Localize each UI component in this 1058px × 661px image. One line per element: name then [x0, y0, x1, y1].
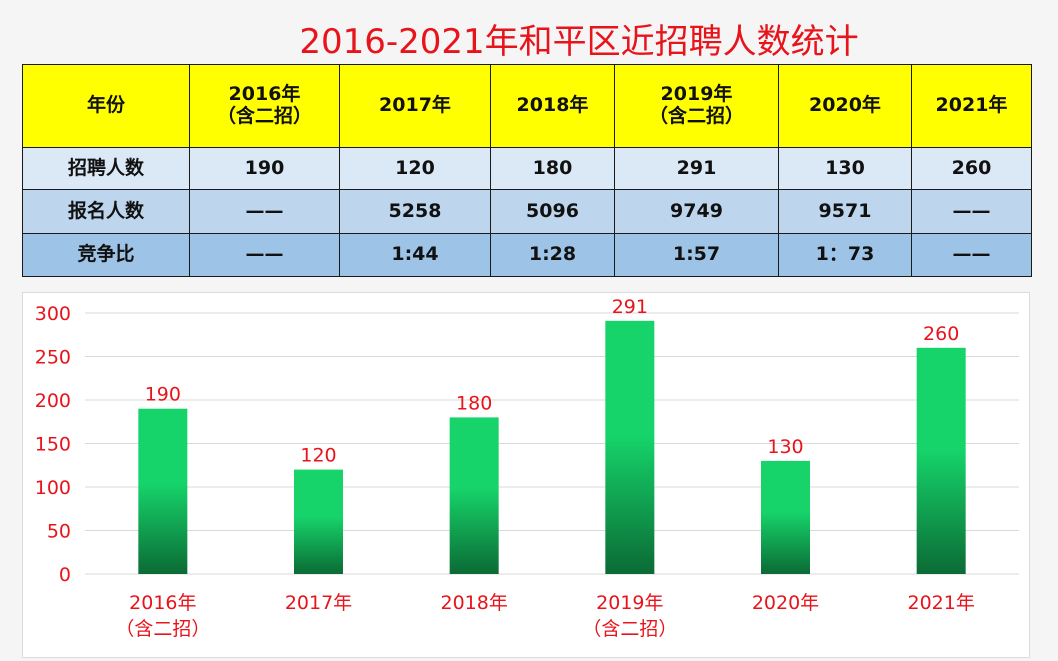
table-header-row: 年份 2016年 （含二招） 2017年 2018年 2019年 （含二招） 2020年 202… [22, 64, 1032, 148]
x-tick-label: 2020年 [752, 592, 819, 614]
cell-text: 1:57 [672, 243, 721, 266]
cell-text: 2017年 [379, 94, 451, 117]
cell-text: 5258 [388, 199, 442, 222]
table-cell: 2020年 [778, 64, 912, 148]
table-cell: 9571 [778, 189, 912, 234]
bar [761, 460, 810, 574]
table-cell: 5258 [339, 189, 491, 234]
table-cell: 2017年 [339, 64, 491, 148]
y-tick-label: 300 [35, 303, 71, 325]
table-cell: 260 [911, 147, 1032, 190]
cell-text: 130 [825, 156, 865, 179]
table-cell: 5096 [490, 189, 615, 234]
x-tick-label: 2019年 [596, 592, 663, 614]
row-label-cell: 年份 [22, 64, 190, 148]
table-row: 竞争比 —— 1:44 1:28 1:57 1：73 —— [22, 233, 1032, 277]
data-label: 291 [612, 296, 648, 318]
data-label: 260 [923, 323, 959, 345]
y-tick-label: 250 [35, 347, 71, 369]
row-label-cell: 招聘人数 [22, 147, 190, 190]
table-cell: 130 [778, 147, 912, 190]
cell-text: （含二招） [648, 105, 744, 127]
row-label-cell: 报名人数 [22, 189, 190, 234]
table-cell: 2021年 [911, 64, 1032, 148]
y-tick-label: 50 [47, 521, 71, 543]
cell-text: 1:28 [528, 243, 577, 266]
cell-text: 2020年 [809, 94, 881, 117]
cell-text: 招聘人数 [67, 156, 144, 179]
table-cell: 1:28 [490, 233, 615, 277]
y-tick-label: 0 [59, 564, 71, 586]
recruitment-stats-table: 年份 2016年 （含二招） 2017年 2018年 2019年 （含二招） 2020年 202… [22, 64, 1032, 277]
cell-text: （含二招） [216, 105, 312, 127]
cell-text: 年份 [86, 94, 125, 117]
page-title: 2016-2021年和平区近招聘人数统计 [299, 22, 859, 62]
table-cell: 2019年 （含二招） [614, 64, 779, 148]
y-tick-label: 100 [35, 477, 71, 499]
cell-text: 9571 [818, 199, 872, 222]
y-tick-label: 150 [35, 434, 71, 456]
bar-chart: 0 50 100 150 200 250 300 190 2016年 （含二招） 120 2017年 1… [35, 296, 1019, 640]
cell-text: 190 [244, 156, 285, 179]
cell-text: 9749 [670, 199, 723, 222]
cell-text: 291 [676, 156, 717, 179]
table-cell: —— [911, 189, 1032, 234]
table-cell: 2016年 （含二招） [189, 64, 340, 148]
data-label: 120 [300, 445, 336, 467]
data-label: 190 [145, 384, 181, 406]
cell-text: —— [245, 243, 284, 266]
cell-text: 2018年 [516, 94, 589, 117]
bar [605, 320, 655, 574]
table-cell: 291 [614, 147, 779, 190]
cell-text: 2019年 [660, 83, 733, 106]
data-label: 180 [456, 392, 492, 414]
table-cell: 190 [189, 147, 340, 190]
table-row: 报名人数 —— 5258 5096 9749 9571 —— [22, 189, 1032, 234]
bar [294, 469, 343, 574]
table-row: 招聘人数 190 120 180 291 130 260 [22, 147, 1032, 190]
x-tick-label: （含二招） [115, 618, 210, 640]
x-tick-label: 2017年 [285, 592, 352, 614]
bar [916, 347, 966, 574]
cell-text: 竞争比 [77, 243, 135, 266]
x-tick-label: （含二招） [582, 618, 677, 640]
table-cell: 1：73 [778, 233, 912, 277]
cell-text: —— [952, 243, 991, 266]
cell-text: 180 [532, 156, 573, 179]
x-tick-label: 2018年 [440, 592, 507, 614]
bar [138, 408, 188, 574]
cell-text: 2016年 [228, 83, 301, 106]
row-label-cell: 竞争比 [22, 233, 190, 277]
cell-text: 120 [395, 156, 435, 179]
y-tick-label: 200 [35, 390, 71, 412]
cell-text: 5096 [526, 199, 579, 222]
table-cell: 1:44 [339, 233, 491, 277]
table-cell: 180 [490, 147, 615, 190]
cell-text: —— [245, 199, 284, 222]
cell-text: 2021年 [935, 94, 1008, 117]
cell-text: 1：73 [815, 243, 875, 266]
table-cell: —— [911, 233, 1032, 277]
table-cell: 120 [339, 147, 491, 190]
table-cell: 2018年 [490, 64, 615, 148]
table-cell: 9749 [614, 189, 779, 234]
cell-text: —— [952, 199, 991, 222]
x-tick-label: 2021年 [907, 592, 974, 614]
table-cell: —— [189, 189, 340, 234]
data-label: 130 [767, 436, 803, 458]
table-cell: 1:57 [614, 233, 779, 277]
bar [449, 417, 499, 574]
table-cell: —— [189, 233, 340, 277]
bar-chart-panel: 0 50 100 150 200 250 300 190 2016年 （含二招） 120 2017年 1… [22, 292, 1030, 658]
x-tick-label: 2016年 [129, 592, 196, 614]
cell-text: 1:44 [391, 243, 439, 266]
cell-text: 报名人数 [67, 199, 144, 222]
cell-text: 260 [951, 156, 992, 179]
